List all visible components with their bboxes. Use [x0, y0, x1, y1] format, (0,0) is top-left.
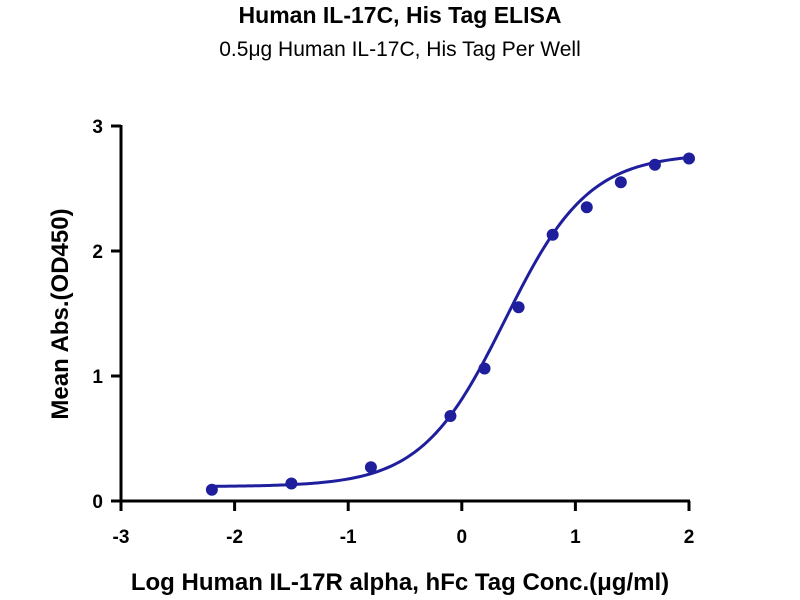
data-points-layer — [205, 152, 695, 496]
x-tick-label: -2 — [226, 527, 243, 548]
data-point — [285, 477, 298, 490]
data-point — [580, 201, 593, 214]
y-axis-title: Mean Abs.(OD450) — [47, 208, 74, 419]
data-point — [364, 461, 377, 474]
x-tick-label: 1 — [570, 527, 581, 548]
data-point — [512, 301, 525, 314]
x-tick-label: -1 — [340, 527, 357, 548]
fit-curve-layer — [211, 156, 690, 488]
data-point — [648, 158, 661, 171]
chart-subtitle: 0.5μg Human IL-17C, His Tag Per Well — [219, 38, 581, 61]
x-tick-label: 0 — [457, 527, 468, 548]
x-tick-label: 2 — [684, 527, 695, 548]
y-tick-label: 1 — [92, 367, 103, 388]
data-point — [478, 362, 491, 375]
chart-title: Human IL-17C, His Tag ELISA — [238, 2, 562, 28]
data-point — [205, 483, 218, 496]
y-tick-label: 0 — [92, 492, 103, 513]
data-point — [683, 152, 695, 165]
data-point — [614, 176, 627, 189]
data-point — [546, 228, 559, 241]
y-tick-label: 2 — [92, 242, 103, 263]
data-point — [444, 410, 457, 422]
fit-curve-line — [211, 156, 690, 488]
x-tick-label: -3 — [113, 527, 130, 548]
x-axis-title: Log Human IL-17R alpha, hFc Tag Conc.(μg… — [131, 569, 669, 596]
axes: -3 -2 -1 0 1 2 0 1 2 3 — [92, 117, 694, 548]
y-tick-label: 3 — [92, 117, 103, 138]
